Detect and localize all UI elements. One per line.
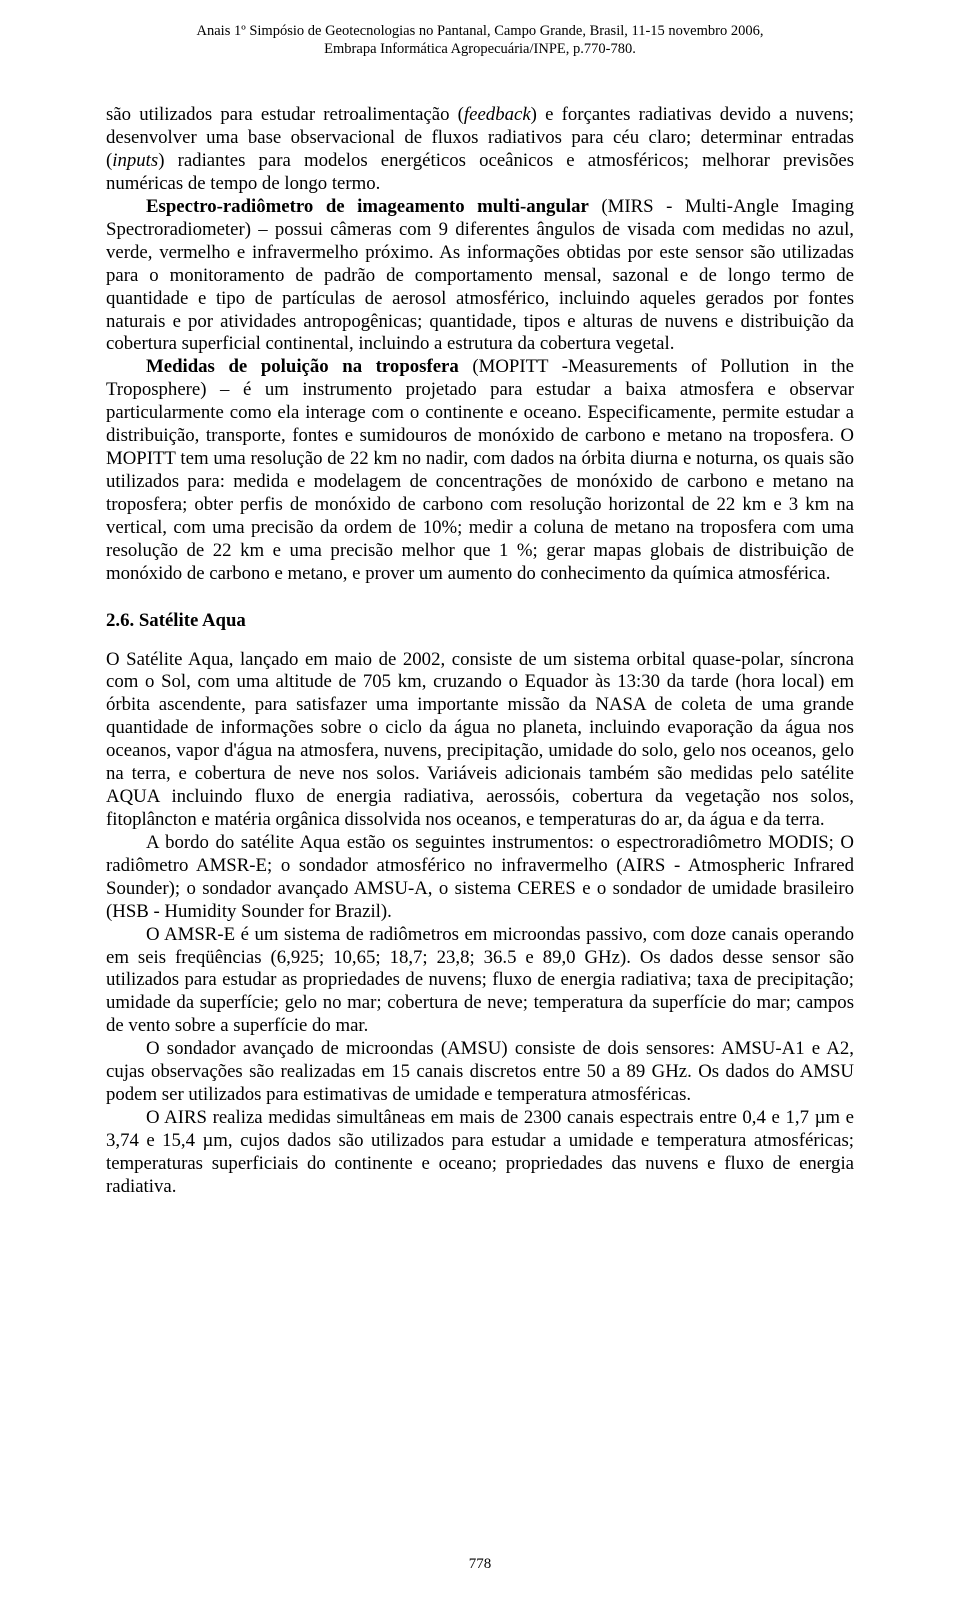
paragraph-2: Espectro-radiômetro de imageamento multi…: [106, 196, 854, 356]
p1-inputs-italic: inputs: [112, 150, 158, 171]
paragraph-5: A bordo do satélite Aqua estão os seguin…: [106, 832, 854, 924]
paragraph-1: são utilizados para estudar retroaliment…: [106, 104, 854, 196]
paragraph-3: Medidas de poluição na troposfera (MOPIT…: [106, 356, 854, 585]
paragraph-4: O Satélite Aqua, lançado em maio de 2002…: [106, 649, 854, 832]
p2-rest: (MIRS - Multi-Angle Imaging Spectroradio…: [106, 196, 854, 355]
paragraph-8: O AIRS realiza medidas simultâneas em ma…: [106, 1107, 854, 1199]
running-header: Anais 1º Simpósio de Geotecnologias no P…: [106, 22, 854, 58]
paragraph-6: O AMSR-E é um sistema de radiômetros em …: [106, 924, 854, 1039]
p3-rest: (MOPITT -Measurements of Pollution in th…: [106, 356, 854, 583]
p2-lead-bold: Espectro-radiômetro de imageamento multi…: [146, 196, 589, 217]
document-page: Anais 1º Simpósio de Geotecnologias no P…: [0, 0, 960, 1609]
p3-lead-bold: Medidas de poluição na troposfera: [146, 356, 459, 377]
header-line-2: Embrapa Informática Agropecuária/INPE, p…: [106, 40, 854, 58]
section-title-2-6: 2.6. Satélite Aqua: [106, 610, 854, 633]
paragraph-7: O sondador avançado de microondas (AMSU)…: [106, 1038, 854, 1107]
header-line-1: Anais 1º Simpósio de Geotecnologias no P…: [106, 22, 854, 40]
page-body: são utilizados para estudar retroaliment…: [106, 104, 854, 1198]
page-number: 778: [0, 1556, 960, 1573]
p1-feedback-italic: feedback: [464, 104, 531, 125]
p1-part-e: ) radiantes para modelos energéticos oce…: [106, 150, 854, 194]
p1-part-a: são utilizados para estudar retroaliment…: [106, 104, 464, 125]
